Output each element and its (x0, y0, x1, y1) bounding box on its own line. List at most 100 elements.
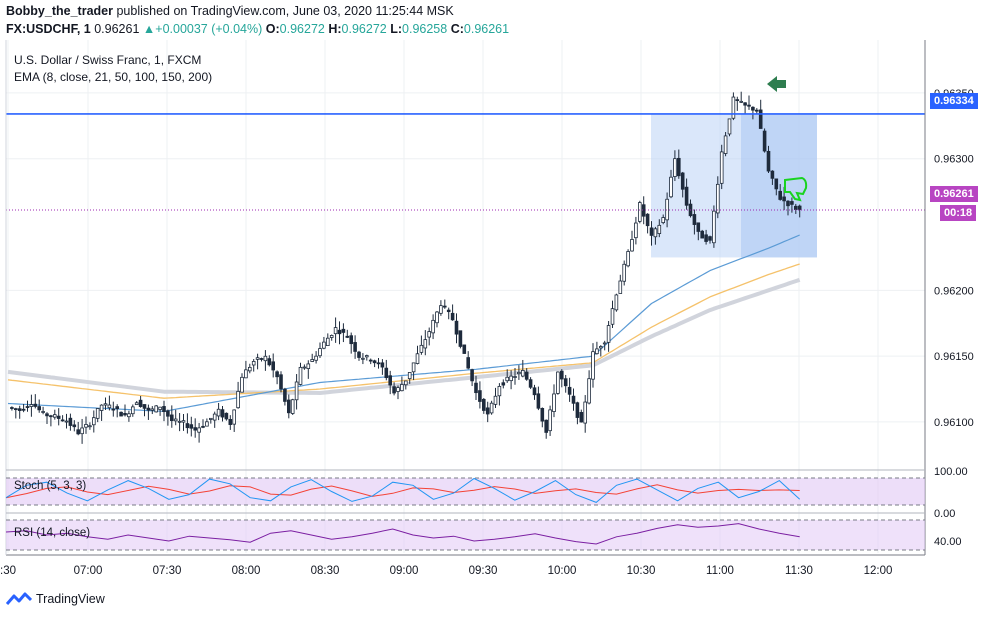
candle-body (556, 371, 560, 394)
candle-body (638, 202, 642, 222)
candle (177, 413, 182, 432)
candle (696, 222, 701, 241)
arrow-icon[interactable] (767, 76, 786, 92)
candle (622, 260, 626, 286)
candle-body (166, 410, 170, 417)
candle (236, 381, 240, 409)
candle-body (755, 109, 759, 112)
candle-body (228, 418, 233, 425)
candle-body (247, 366, 252, 372)
candle (439, 300, 443, 316)
candle (442, 299, 447, 309)
candle (72, 420, 77, 432)
candle-body (220, 409, 225, 418)
high-label: H: (328, 22, 342, 36)
candle (314, 351, 318, 364)
candle-body (251, 361, 256, 366)
candle (403, 380, 408, 390)
candle (388, 370, 392, 395)
candle (10, 406, 14, 411)
candle-body (345, 335, 350, 338)
thumbs-down-icon[interactable] (784, 176, 808, 202)
candle (322, 336, 326, 350)
price-chart[interactable]: :30 07:00 07:30 08:00 08:30 09:00 09:30 10:00 10… (0, 40, 988, 585)
candle-body (240, 376, 244, 393)
candle (797, 204, 802, 218)
x-tick-label: 10:00 (548, 565, 577, 577)
candle (435, 311, 439, 328)
candle (45, 412, 49, 424)
candle-body (10, 407, 14, 409)
candle (41, 406, 45, 415)
candle-body (392, 386, 396, 394)
candle (158, 406, 162, 416)
candle-body (583, 401, 587, 424)
candle-body (501, 382, 506, 386)
x-tick-label: :30 (0, 565, 16, 577)
candle (427, 327, 431, 346)
candle-body (571, 395, 576, 404)
candle-body (618, 280, 623, 294)
candle-body (189, 424, 194, 429)
candle (349, 332, 353, 354)
candle (610, 300, 615, 328)
candle-body (181, 420, 186, 423)
close-value: 0.96261 (463, 22, 510, 36)
candle (567, 377, 572, 402)
candle (49, 414, 53, 427)
candle-body (208, 417, 213, 420)
candle (244, 360, 248, 379)
candle-body (602, 342, 607, 345)
candle-body (146, 407, 151, 411)
candle-body (84, 424, 88, 428)
candle (571, 388, 576, 411)
candle (263, 350, 268, 371)
candle-body (521, 370, 525, 377)
publisher-name[interactable]: Bobby_the_trader (6, 4, 113, 18)
candle (259, 357, 264, 362)
candle-body (470, 369, 474, 382)
candle-body (60, 419, 65, 422)
candle-body (731, 96, 736, 119)
candle (602, 340, 607, 351)
x-tick-label: 11:30 (785, 565, 813, 577)
publish-info: Bobby_the_trader published on TradingVie… (6, 4, 454, 18)
candle-body (747, 104, 751, 107)
candle-body (509, 375, 513, 382)
candle (193, 418, 198, 438)
candle-body (439, 305, 443, 314)
candle (478, 381, 482, 409)
y-tick-label: 0.96300 (934, 154, 974, 166)
tradingview-brand[interactable]: TradingView (36, 592, 105, 606)
candle-body (587, 378, 591, 404)
candle-body (263, 355, 268, 362)
candle (556, 371, 560, 395)
candle-body (540, 408, 545, 422)
candle (162, 400, 166, 422)
candle-body (400, 384, 404, 392)
candle (446, 307, 451, 320)
tradingview-logo-icon[interactable] (6, 592, 32, 606)
candle-body (677, 157, 681, 177)
candle-body (162, 406, 166, 413)
candle-body (298, 366, 303, 385)
x-tick-label: 07:30 (153, 565, 182, 577)
candle (376, 357, 381, 369)
candle-body (353, 342, 357, 352)
candle (294, 374, 299, 410)
candle-body (712, 210, 716, 244)
candle (275, 370, 279, 385)
candle-body (782, 196, 786, 202)
candle (353, 335, 357, 359)
candle-body (177, 420, 182, 423)
candle-body (341, 328, 346, 333)
candle-body (548, 409, 552, 432)
candle (84, 416, 88, 434)
stoch-tick-100: 100.00 (934, 466, 968, 478)
candle-body (388, 375, 392, 386)
candle-body (216, 408, 221, 417)
candle (552, 384, 556, 418)
candle (719, 144, 724, 190)
rsi-line (5, 523, 800, 545)
candle (411, 362, 416, 381)
